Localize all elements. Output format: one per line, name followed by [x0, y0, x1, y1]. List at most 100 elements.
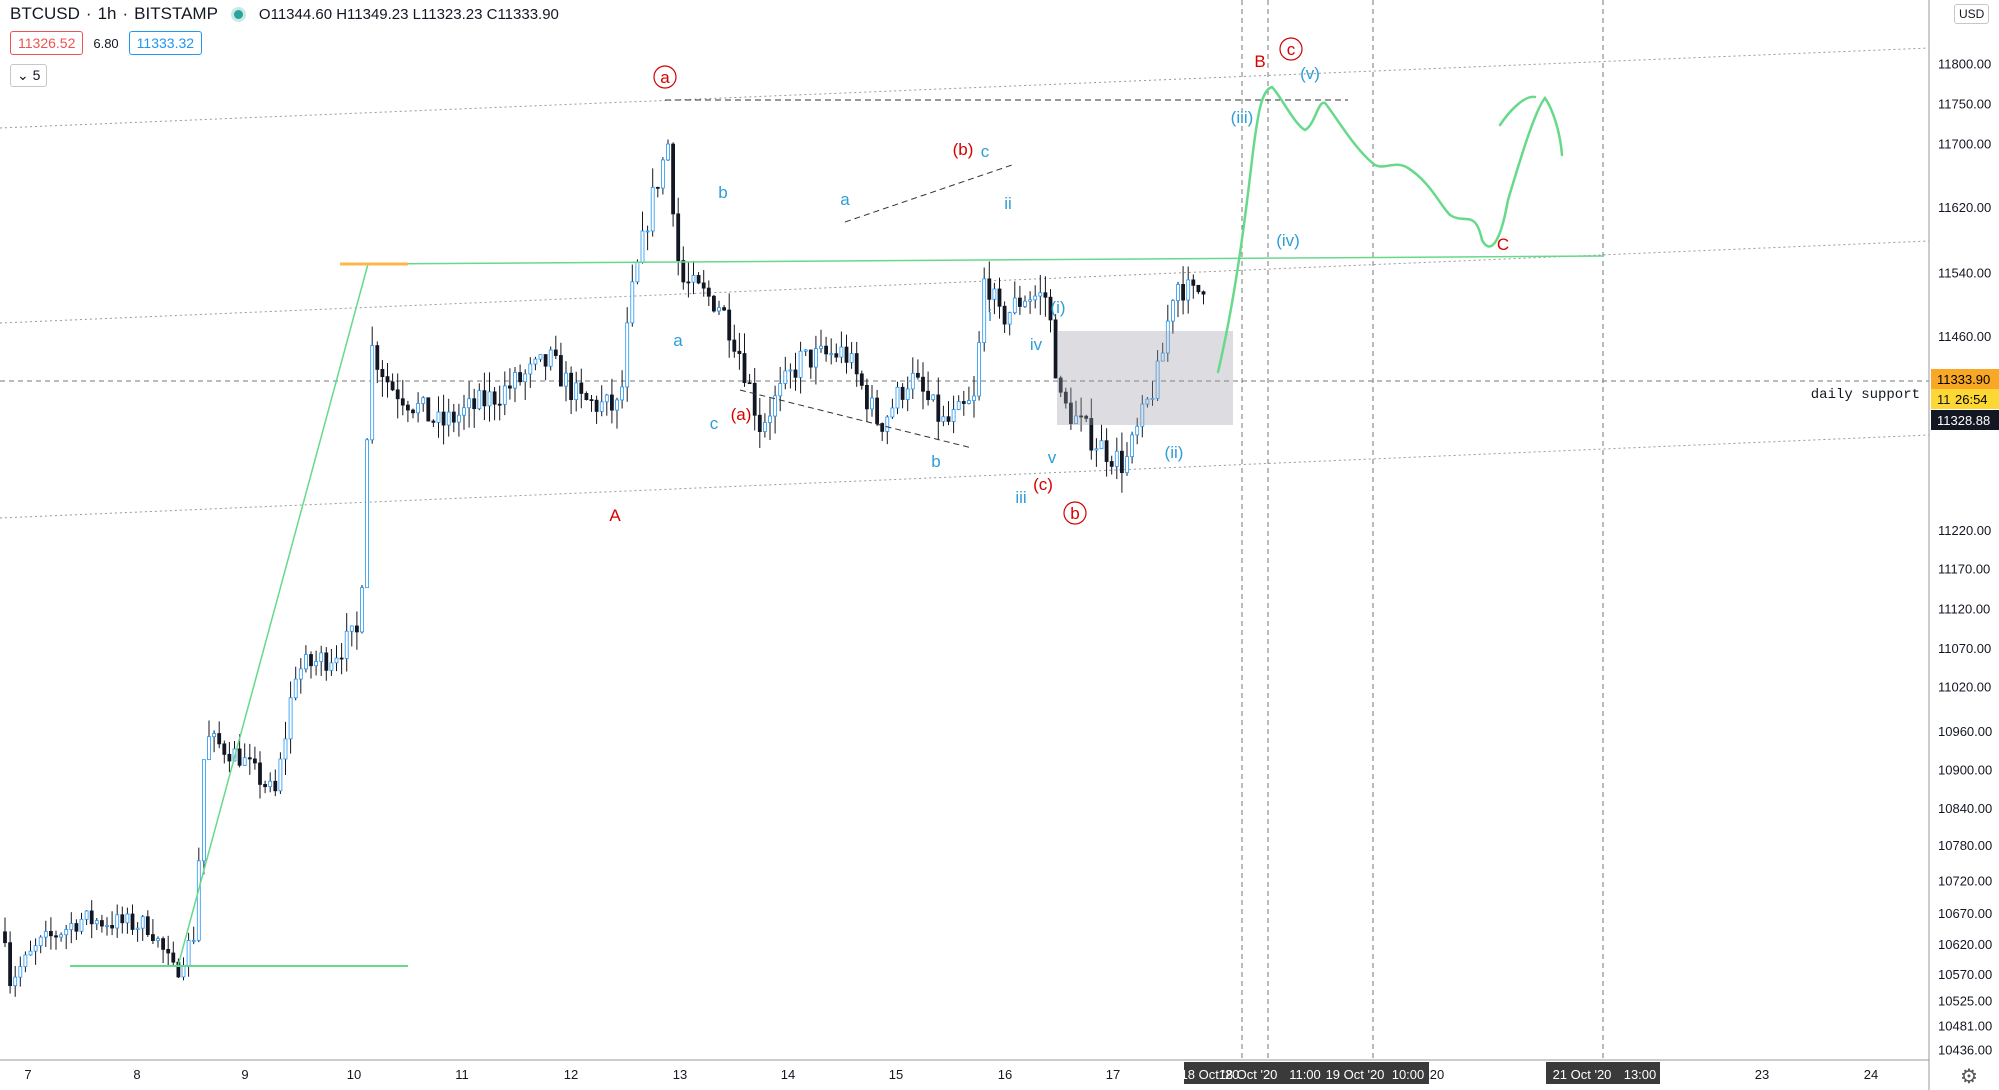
candle-body: [946, 416, 951, 422]
candle-body: [778, 383, 783, 397]
candle-body: [207, 736, 211, 761]
candle-body: [543, 354, 548, 367]
ohlc-values: O11344.60 H11349.23 L11323.23 C11333.90: [258, 5, 559, 23]
indicator-count: 5: [32, 67, 41, 83]
candle-body: [59, 934, 63, 938]
interval[interactable]: 1h: [97, 4, 117, 23]
candle-body: [451, 411, 456, 423]
candle-body: [354, 625, 359, 633]
wave-label-0: a: [660, 68, 670, 87]
candle-body: [54, 935, 58, 938]
candle-body: [936, 394, 941, 422]
candle-body: [1058, 377, 1063, 393]
candle-body: [161, 938, 166, 950]
candle-body: [1165, 320, 1170, 354]
wave-label-24: (v): [1300, 64, 1320, 83]
candle-body: [803, 349, 808, 352]
candle-body: [395, 389, 400, 400]
candle-body: [217, 733, 222, 745]
candle-body: [859, 373, 864, 386]
wave-label-4: (c): [1033, 475, 1053, 494]
candle-body: [972, 395, 976, 401]
candle-body: [436, 411, 441, 423]
candle-body: [895, 386, 900, 409]
candle-body: [79, 918, 84, 932]
candle-body: [1043, 292, 1048, 298]
candle-body: [462, 407, 466, 416]
candle-body: [885, 416, 890, 432]
candle-body: [329, 662, 334, 671]
candle-body: [263, 784, 268, 788]
candle-body: [1094, 448, 1099, 451]
triangle-upper: [844, 164, 1013, 223]
candle-body: [737, 350, 742, 354]
wave-label-6: B: [1254, 52, 1265, 71]
candle-body: [375, 345, 380, 370]
wave-label-16: b: [931, 452, 940, 471]
candle-body: [237, 748, 242, 766]
candle-body: [145, 916, 150, 935]
candle-body: [1155, 360, 1160, 399]
candle-body: [676, 213, 681, 262]
candle-body: [961, 401, 966, 404]
market-status-icon: [233, 9, 243, 19]
candle-body: [875, 397, 879, 424]
candle-body: [446, 411, 451, 426]
candle-body: [273, 780, 278, 792]
candle-body: [1033, 295, 1038, 301]
candle-body: [681, 260, 686, 283]
candle-body: [1125, 456, 1129, 474]
candle-body: [615, 399, 619, 411]
exchange: BITSTAMP: [134, 4, 218, 23]
wave-label-circle: [653, 65, 677, 89]
candle-body: [635, 262, 640, 283]
candle-body: [283, 738, 288, 760]
currency-button[interactable]: USD: [1954, 4, 1990, 24]
candle-body: [130, 913, 135, 930]
wave-label-14: ii: [1004, 194, 1012, 213]
candle-body: [487, 391, 492, 407]
candle-body: [278, 758, 283, 792]
candle-body: [1084, 415, 1089, 419]
candle-body: [814, 348, 818, 368]
candle-body: [579, 382, 584, 394]
indicators-toggle[interactable]: ⌄ 5: [10, 64, 48, 87]
candle-body: [191, 939, 196, 942]
drawings: [70, 85, 1604, 967]
candle-body: [849, 353, 854, 363]
candle-body: [370, 345, 375, 441]
wave-label-7: c: [1287, 40, 1296, 59]
candle-body: [405, 404, 410, 411]
candle-body: [431, 420, 436, 423]
candle-body: [360, 587, 364, 633]
candle-body: [747, 382, 752, 385]
candle-body: [380, 368, 385, 378]
gear-icon[interactable]: ⚙: [1960, 1066, 1978, 1088]
candle-body: [212, 733, 217, 738]
chevron-down-icon: ⌄: [17, 67, 29, 83]
candle-body: [528, 363, 533, 375]
candle-body: [1186, 279, 1191, 301]
candle-body: [314, 661, 319, 667]
sell-button[interactable]: 11326.52: [10, 31, 84, 55]
candle-body: [293, 678, 298, 699]
candle-body: [956, 401, 961, 410]
candle-body: [411, 409, 415, 414]
symbol[interactable]: BTCUSD: [10, 4, 80, 23]
wave-label-5: b: [1070, 504, 1079, 523]
candle-body: [839, 346, 844, 358]
candle-body: [181, 966, 186, 978]
candle-body: [186, 940, 191, 967]
candle-body: [365, 439, 370, 589]
candle-body: [701, 282, 706, 289]
candle-body: [196, 860, 201, 941]
candle-body: [1140, 403, 1145, 427]
wave-label-1: A: [609, 506, 621, 525]
candle-body: [8, 942, 13, 987]
candle-body: [834, 353, 839, 358]
buy-button[interactable]: 11333.32: [128, 31, 203, 55]
candle-body: [1038, 292, 1043, 297]
wave-label-15: i: [988, 306, 992, 325]
candle-body: [385, 376, 390, 383]
